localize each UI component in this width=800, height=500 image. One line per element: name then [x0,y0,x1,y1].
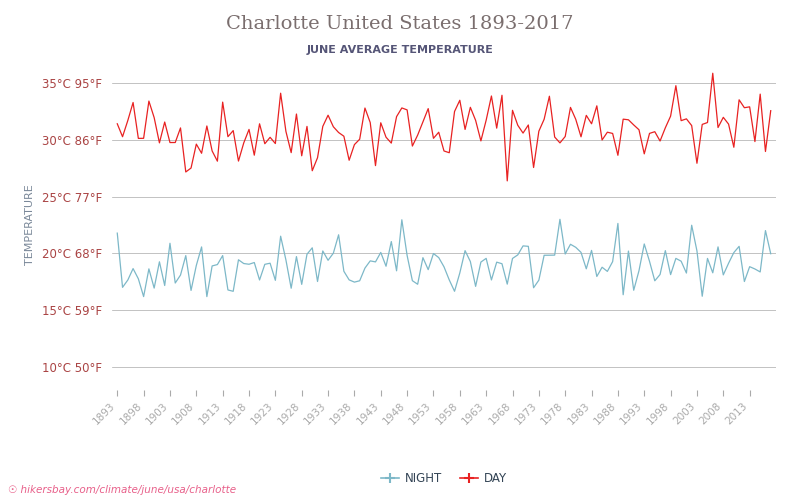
Text: Charlotte United States 1893-2017: Charlotte United States 1893-2017 [226,15,574,33]
Legend: NIGHT, DAY: NIGHT, DAY [377,468,511,489]
Text: JUNE AVERAGE TEMPERATURE: JUNE AVERAGE TEMPERATURE [306,45,494,55]
Y-axis label: TEMPERATURE: TEMPERATURE [25,184,35,266]
Text: ☉ hikersbay.com/climate/june/usa/charlotte: ☉ hikersbay.com/climate/june/usa/charlot… [8,485,236,495]
